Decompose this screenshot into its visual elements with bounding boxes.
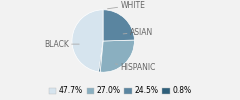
Wedge shape	[100, 40, 134, 72]
Text: ASIAN: ASIAN	[123, 28, 153, 37]
Wedge shape	[99, 41, 103, 72]
Wedge shape	[72, 10, 103, 72]
Text: HISPANIC: HISPANIC	[115, 63, 156, 72]
Wedge shape	[103, 10, 134, 41]
Legend: 47.7%, 27.0%, 24.5%, 0.8%: 47.7%, 27.0%, 24.5%, 0.8%	[48, 86, 192, 96]
Text: BLACK: BLACK	[44, 40, 79, 49]
Text: WHITE: WHITE	[108, 1, 145, 10]
